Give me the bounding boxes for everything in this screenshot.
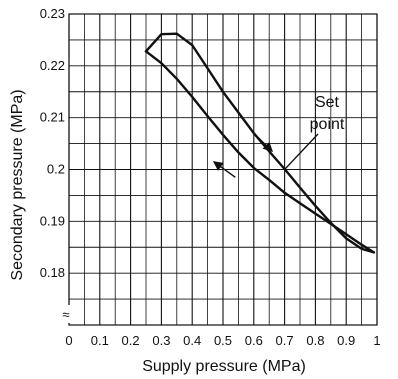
x-tick-label: 0.4 (183, 333, 201, 348)
axis-break-gap (60, 305, 74, 323)
y-tick-label: 0.22 (40, 58, 65, 73)
y-tick-labels: 0.18 0.19 0.2 0.21 0.22 0.23 (40, 6, 65, 280)
y-tick-label: 0.23 (40, 6, 65, 21)
x-tick-label: 1 (373, 333, 380, 348)
x-tick-label: 0.9 (337, 333, 355, 348)
y-axis-title: Secondary pressure (MPa) (9, 89, 26, 280)
set-point-leader-line (284, 133, 319, 170)
set-point-label-line2: point (310, 116, 345, 133)
x-tick-label: 0.3 (152, 333, 170, 348)
decreasing-direction-arrow (212, 161, 236, 178)
x-tick-label: 0 (65, 333, 72, 348)
x-tick-label: 0.1 (91, 333, 109, 348)
x-tick-labels: 0 0.1 0.2 0.3 0.4 0.5 0.6 0.7 0.8 0.9 1 (65, 333, 380, 348)
x-tick-label: 0.2 (122, 333, 140, 348)
set-point-label-line1: Set (315, 94, 340, 111)
axis-break-symbol: ≈ (62, 307, 69, 322)
series-layer (144, 32, 376, 254)
x-tick-label: 0.6 (245, 333, 263, 348)
y-tick-label: 0.2 (47, 162, 65, 177)
x-tick-label: 0.8 (306, 333, 324, 348)
annotation-layer: Set point (212, 94, 345, 178)
grid (68, 13, 378, 325)
series-lower-curve (144, 50, 376, 254)
x-tick-label: 0.7 (276, 333, 294, 348)
series-upper-curve (144, 32, 376, 254)
increasing-direction-arrow (253, 132, 273, 153)
y-tick-label: 0.19 (40, 213, 65, 228)
x-tick-label: 0.5 (214, 333, 232, 348)
x-axis-title: Supply pressure (MPa) (142, 358, 306, 375)
y-tick-label: 0.21 (40, 110, 65, 125)
y-tick-label: 0.18 (40, 265, 65, 280)
plot-frame (68, 13, 378, 326)
